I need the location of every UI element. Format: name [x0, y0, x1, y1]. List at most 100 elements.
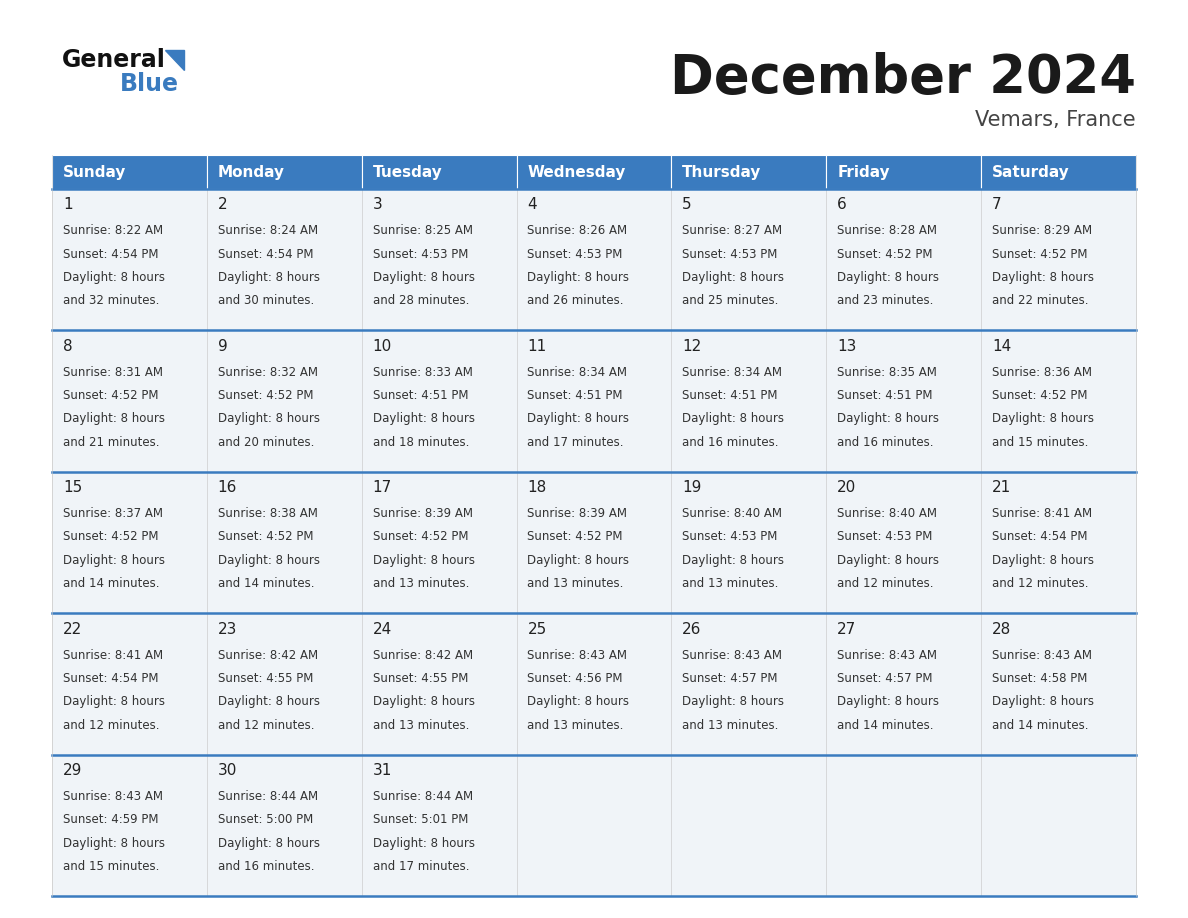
Text: and 23 minutes.: and 23 minutes. [838, 295, 934, 308]
Text: Sunset: 4:53 PM: Sunset: 4:53 PM [527, 248, 623, 261]
Text: Sunset: 4:57 PM: Sunset: 4:57 PM [838, 672, 933, 685]
Bar [981, 155, 1136, 189]
Text: Sunrise: 8:40 AM: Sunrise: 8:40 AM [838, 507, 937, 521]
Text: and 12 minutes.: and 12 minutes. [217, 719, 314, 732]
Text: and 25 minutes.: and 25 minutes. [682, 295, 778, 308]
Text: Sunrise: 8:34 AM: Sunrise: 8:34 AM [527, 365, 627, 379]
Text: Sunrise: 8:34 AM: Sunrise: 8:34 AM [682, 365, 782, 379]
Text: Sunrise: 8:27 AM: Sunrise: 8:27 AM [682, 224, 783, 238]
Bar [52, 330, 207, 472]
Text: Vemars, France: Vemars, France [975, 110, 1136, 130]
Text: 30: 30 [217, 763, 238, 778]
Text: Daylight: 8 hours: Daylight: 8 hours [838, 412, 940, 425]
Bar [361, 613, 517, 755]
Bar [52, 472, 207, 613]
Text: and 32 minutes.: and 32 minutes. [63, 295, 159, 308]
Text: 17: 17 [373, 480, 392, 496]
Text: Daylight: 8 hours: Daylight: 8 hours [682, 554, 784, 566]
Bar [981, 330, 1136, 472]
Text: Sunrise: 8:44 AM: Sunrise: 8:44 AM [217, 789, 318, 803]
Bar [827, 613, 981, 755]
Text: Daylight: 8 hours: Daylight: 8 hours [992, 554, 1094, 566]
Bar [981, 755, 1136, 896]
Bar [361, 155, 517, 189]
Text: Sunset: 4:53 PM: Sunset: 4:53 PM [838, 531, 933, 543]
Bar [827, 155, 981, 189]
Text: Daylight: 8 hours: Daylight: 8 hours [527, 554, 630, 566]
Text: Saturday: Saturday [992, 164, 1069, 180]
Text: Sunset: 4:51 PM: Sunset: 4:51 PM [682, 389, 778, 402]
Bar [827, 189, 981, 330]
Text: Daylight: 8 hours: Daylight: 8 hours [217, 412, 320, 425]
Text: Sunrise: 8:43 AM: Sunrise: 8:43 AM [992, 648, 1092, 662]
Bar [981, 472, 1136, 613]
Bar [207, 155, 361, 189]
Text: 31: 31 [373, 763, 392, 778]
Text: and 12 minutes.: and 12 minutes. [992, 577, 1088, 590]
Bar [517, 613, 671, 755]
Text: and 21 minutes.: and 21 minutes. [63, 436, 159, 449]
Text: 8: 8 [63, 339, 72, 353]
Text: Sunset: 4:58 PM: Sunset: 4:58 PM [992, 672, 1087, 685]
Text: and 14 minutes.: and 14 minutes. [217, 577, 314, 590]
Text: Sunrise: 8:41 AM: Sunrise: 8:41 AM [63, 648, 163, 662]
Text: 26: 26 [682, 621, 702, 637]
Text: Sunset: 4:52 PM: Sunset: 4:52 PM [63, 531, 158, 543]
Bar [671, 472, 827, 613]
Text: and 28 minutes.: and 28 minutes. [373, 295, 469, 308]
Text: 28: 28 [992, 621, 1011, 637]
Text: Sunset: 4:51 PM: Sunset: 4:51 PM [527, 389, 623, 402]
Text: 10: 10 [373, 339, 392, 353]
Text: Sunday: Sunday [63, 164, 126, 180]
Text: Sunrise: 8:44 AM: Sunrise: 8:44 AM [373, 789, 473, 803]
Text: Sunset: 4:51 PM: Sunset: 4:51 PM [838, 389, 933, 402]
Text: and 16 minutes.: and 16 minutes. [682, 436, 779, 449]
Text: 25: 25 [527, 621, 546, 637]
Text: Daylight: 8 hours: Daylight: 8 hours [63, 554, 165, 566]
Text: Sunrise: 8:40 AM: Sunrise: 8:40 AM [682, 507, 782, 521]
Text: and 12 minutes.: and 12 minutes. [838, 577, 934, 590]
Text: Daylight: 8 hours: Daylight: 8 hours [992, 695, 1094, 708]
Text: 9: 9 [217, 339, 227, 353]
Text: 7: 7 [992, 197, 1001, 212]
Text: Daylight: 8 hours: Daylight: 8 hours [682, 695, 784, 708]
Text: Sunrise: 8:32 AM: Sunrise: 8:32 AM [217, 365, 317, 379]
Text: Sunset: 4:52 PM: Sunset: 4:52 PM [527, 531, 623, 543]
Text: 20: 20 [838, 480, 857, 496]
Bar [52, 755, 207, 896]
Text: Sunrise: 8:28 AM: Sunrise: 8:28 AM [838, 224, 937, 238]
Text: Sunset: 4:56 PM: Sunset: 4:56 PM [527, 672, 623, 685]
Text: Daylight: 8 hours: Daylight: 8 hours [217, 271, 320, 284]
Text: Sunrise: 8:42 AM: Sunrise: 8:42 AM [373, 648, 473, 662]
Text: Sunset: 4:54 PM: Sunset: 4:54 PM [63, 248, 158, 261]
Bar [517, 330, 671, 472]
Bar [207, 330, 361, 472]
Text: Daylight: 8 hours: Daylight: 8 hours [217, 554, 320, 566]
Text: Sunset: 4:59 PM: Sunset: 4:59 PM [63, 813, 158, 826]
Text: Sunset: 4:52 PM: Sunset: 4:52 PM [838, 248, 933, 261]
Text: Sunrise: 8:24 AM: Sunrise: 8:24 AM [217, 224, 318, 238]
Text: 11: 11 [527, 339, 546, 353]
Text: and 18 minutes.: and 18 minutes. [373, 436, 469, 449]
Text: and 13 minutes.: and 13 minutes. [527, 577, 624, 590]
Text: 5: 5 [682, 197, 691, 212]
Text: and 14 minutes.: and 14 minutes. [838, 719, 934, 732]
Text: 22: 22 [63, 621, 82, 637]
Text: and 13 minutes.: and 13 minutes. [682, 577, 778, 590]
Text: and 12 minutes.: and 12 minutes. [63, 719, 159, 732]
Bar [207, 472, 361, 613]
Text: Daylight: 8 hours: Daylight: 8 hours [373, 412, 474, 425]
Text: Sunset: 4:53 PM: Sunset: 4:53 PM [373, 248, 468, 261]
Text: Sunrise: 8:33 AM: Sunrise: 8:33 AM [373, 365, 473, 379]
Text: and 22 minutes.: and 22 minutes. [992, 295, 1088, 308]
Bar [517, 189, 671, 330]
Text: 14: 14 [992, 339, 1011, 353]
Bar [361, 755, 517, 896]
Bar [671, 330, 827, 472]
Text: Sunrise: 8:38 AM: Sunrise: 8:38 AM [217, 507, 317, 521]
Text: Daylight: 8 hours: Daylight: 8 hours [682, 271, 784, 284]
Text: Sunset: 4:52 PM: Sunset: 4:52 PM [373, 531, 468, 543]
Bar [52, 189, 207, 330]
Text: 13: 13 [838, 339, 857, 353]
Text: and 13 minutes.: and 13 minutes. [682, 719, 778, 732]
